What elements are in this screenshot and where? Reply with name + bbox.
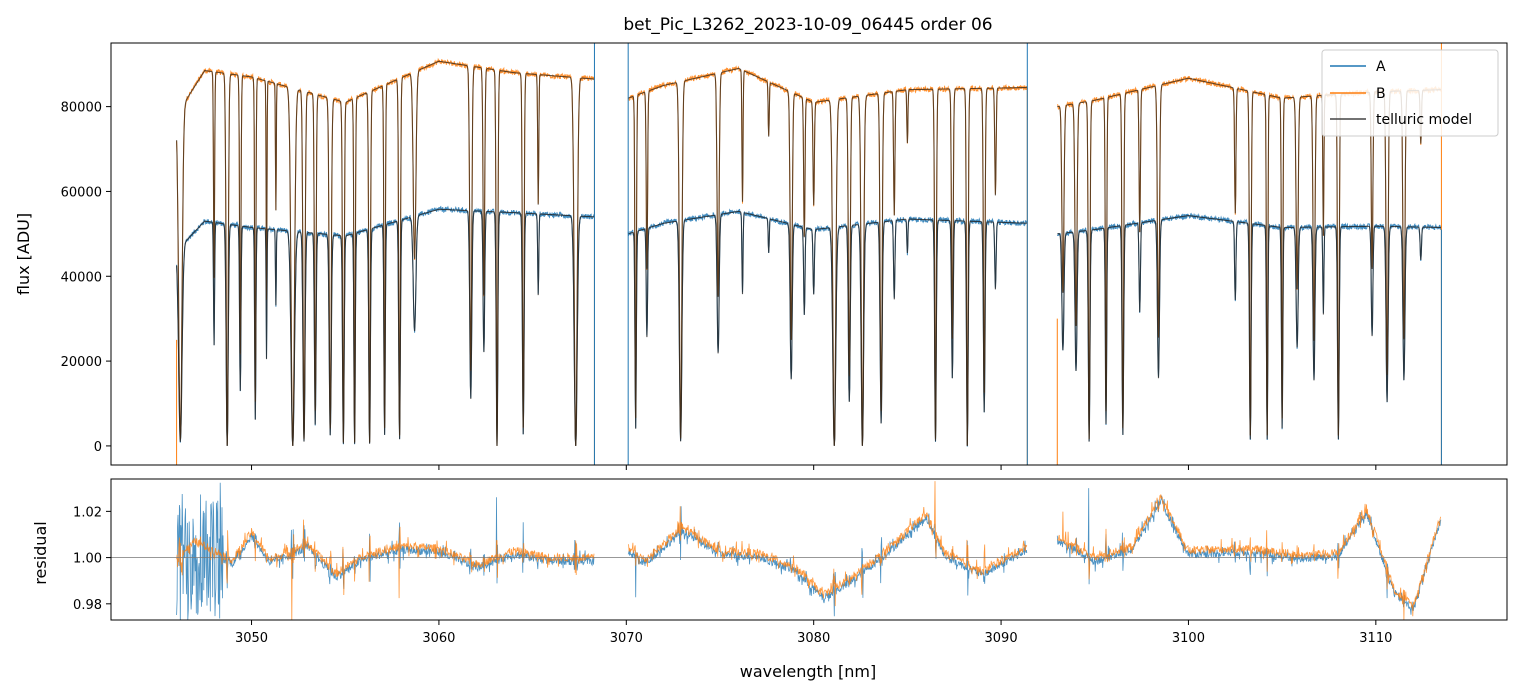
telluric-model-line-b bbox=[628, 67, 1028, 446]
flux-series-group bbox=[176, 43, 1442, 465]
legend-label-b: B bbox=[1376, 86, 1386, 102]
residual-x-ticks: 3050 3060 3070 3080 3090 3100 3110 bbox=[235, 620, 1392, 646]
legend-label-telluric-model: telluric model bbox=[1376, 112, 1472, 128]
chart-title: bet_Pic_L3262_2023-10-09_06445 order 06 bbox=[623, 15, 992, 35]
flux-y-tick-label: 80000 bbox=[61, 101, 102, 116]
flux-y-tick-label: 20000 bbox=[61, 355, 102, 370]
residual-y-ticks: 0.98 1.00 1.02 bbox=[73, 505, 111, 613]
flux-y-tick-label: 60000 bbox=[61, 185, 102, 200]
residual-x-tick-label: 3110 bbox=[1359, 631, 1392, 646]
series-b-residual-line bbox=[627, 481, 1028, 607]
residual-x-tick-label: 3060 bbox=[422, 631, 455, 646]
series-b-residual-line bbox=[176, 519, 595, 620]
series-b-residual-line bbox=[1057, 494, 1441, 620]
legend-box bbox=[1321, 49, 1499, 137]
residual-x-tick-label: 3090 bbox=[985, 631, 1018, 646]
residual-x-tick-label: 3100 bbox=[1172, 631, 1205, 646]
flux-x-ticks bbox=[251, 465, 1377, 470]
flux-axes-frame bbox=[110, 42, 1508, 466]
legend: A B telluric model bbox=[1321, 49, 1499, 137]
residual-y-axis-label: residual bbox=[31, 521, 50, 584]
residual-y-tick-label: 1.00 bbox=[73, 552, 102, 567]
legend-label-a: A bbox=[1376, 59, 1386, 75]
flux-y-axis-label: flux [ADU] bbox=[14, 213, 33, 295]
residual-x-tick-label: 3080 bbox=[797, 631, 830, 646]
flux-y-tick-label: 40000 bbox=[61, 270, 102, 285]
residual-y-tick-label: 1.02 bbox=[73, 505, 102, 520]
residual-x-tick-label: 3050 bbox=[235, 631, 268, 646]
residual-axes-frame bbox=[110, 478, 1508, 621]
x-axis-label: wavelength [nm] bbox=[740, 662, 877, 681]
flux-y-tick-label: 0 bbox=[94, 440, 102, 455]
flux-y-ticks: 0 20000 40000 60000 80000 bbox=[61, 101, 111, 455]
series-a-residual-line bbox=[627, 506, 1028, 617]
flux-panel: 0 20000 40000 60000 80000 flux [ADU] A B tel… bbox=[14, 42, 1508, 470]
residual-series-group bbox=[111, 481, 1507, 620]
series-a-residual-line bbox=[1056, 488, 1442, 615]
residual-x-tick-label: 3070 bbox=[610, 631, 643, 646]
telluric-model-line-a bbox=[627, 210, 1028, 446]
telluric-model-line-b bbox=[176, 60, 595, 446]
residual-y-tick-label: 0.98 bbox=[73, 598, 102, 613]
residual-panel: 0.98 1.00 1.02 3050 3060 3070 3080 3090 3100 311… bbox=[31, 478, 1508, 681]
